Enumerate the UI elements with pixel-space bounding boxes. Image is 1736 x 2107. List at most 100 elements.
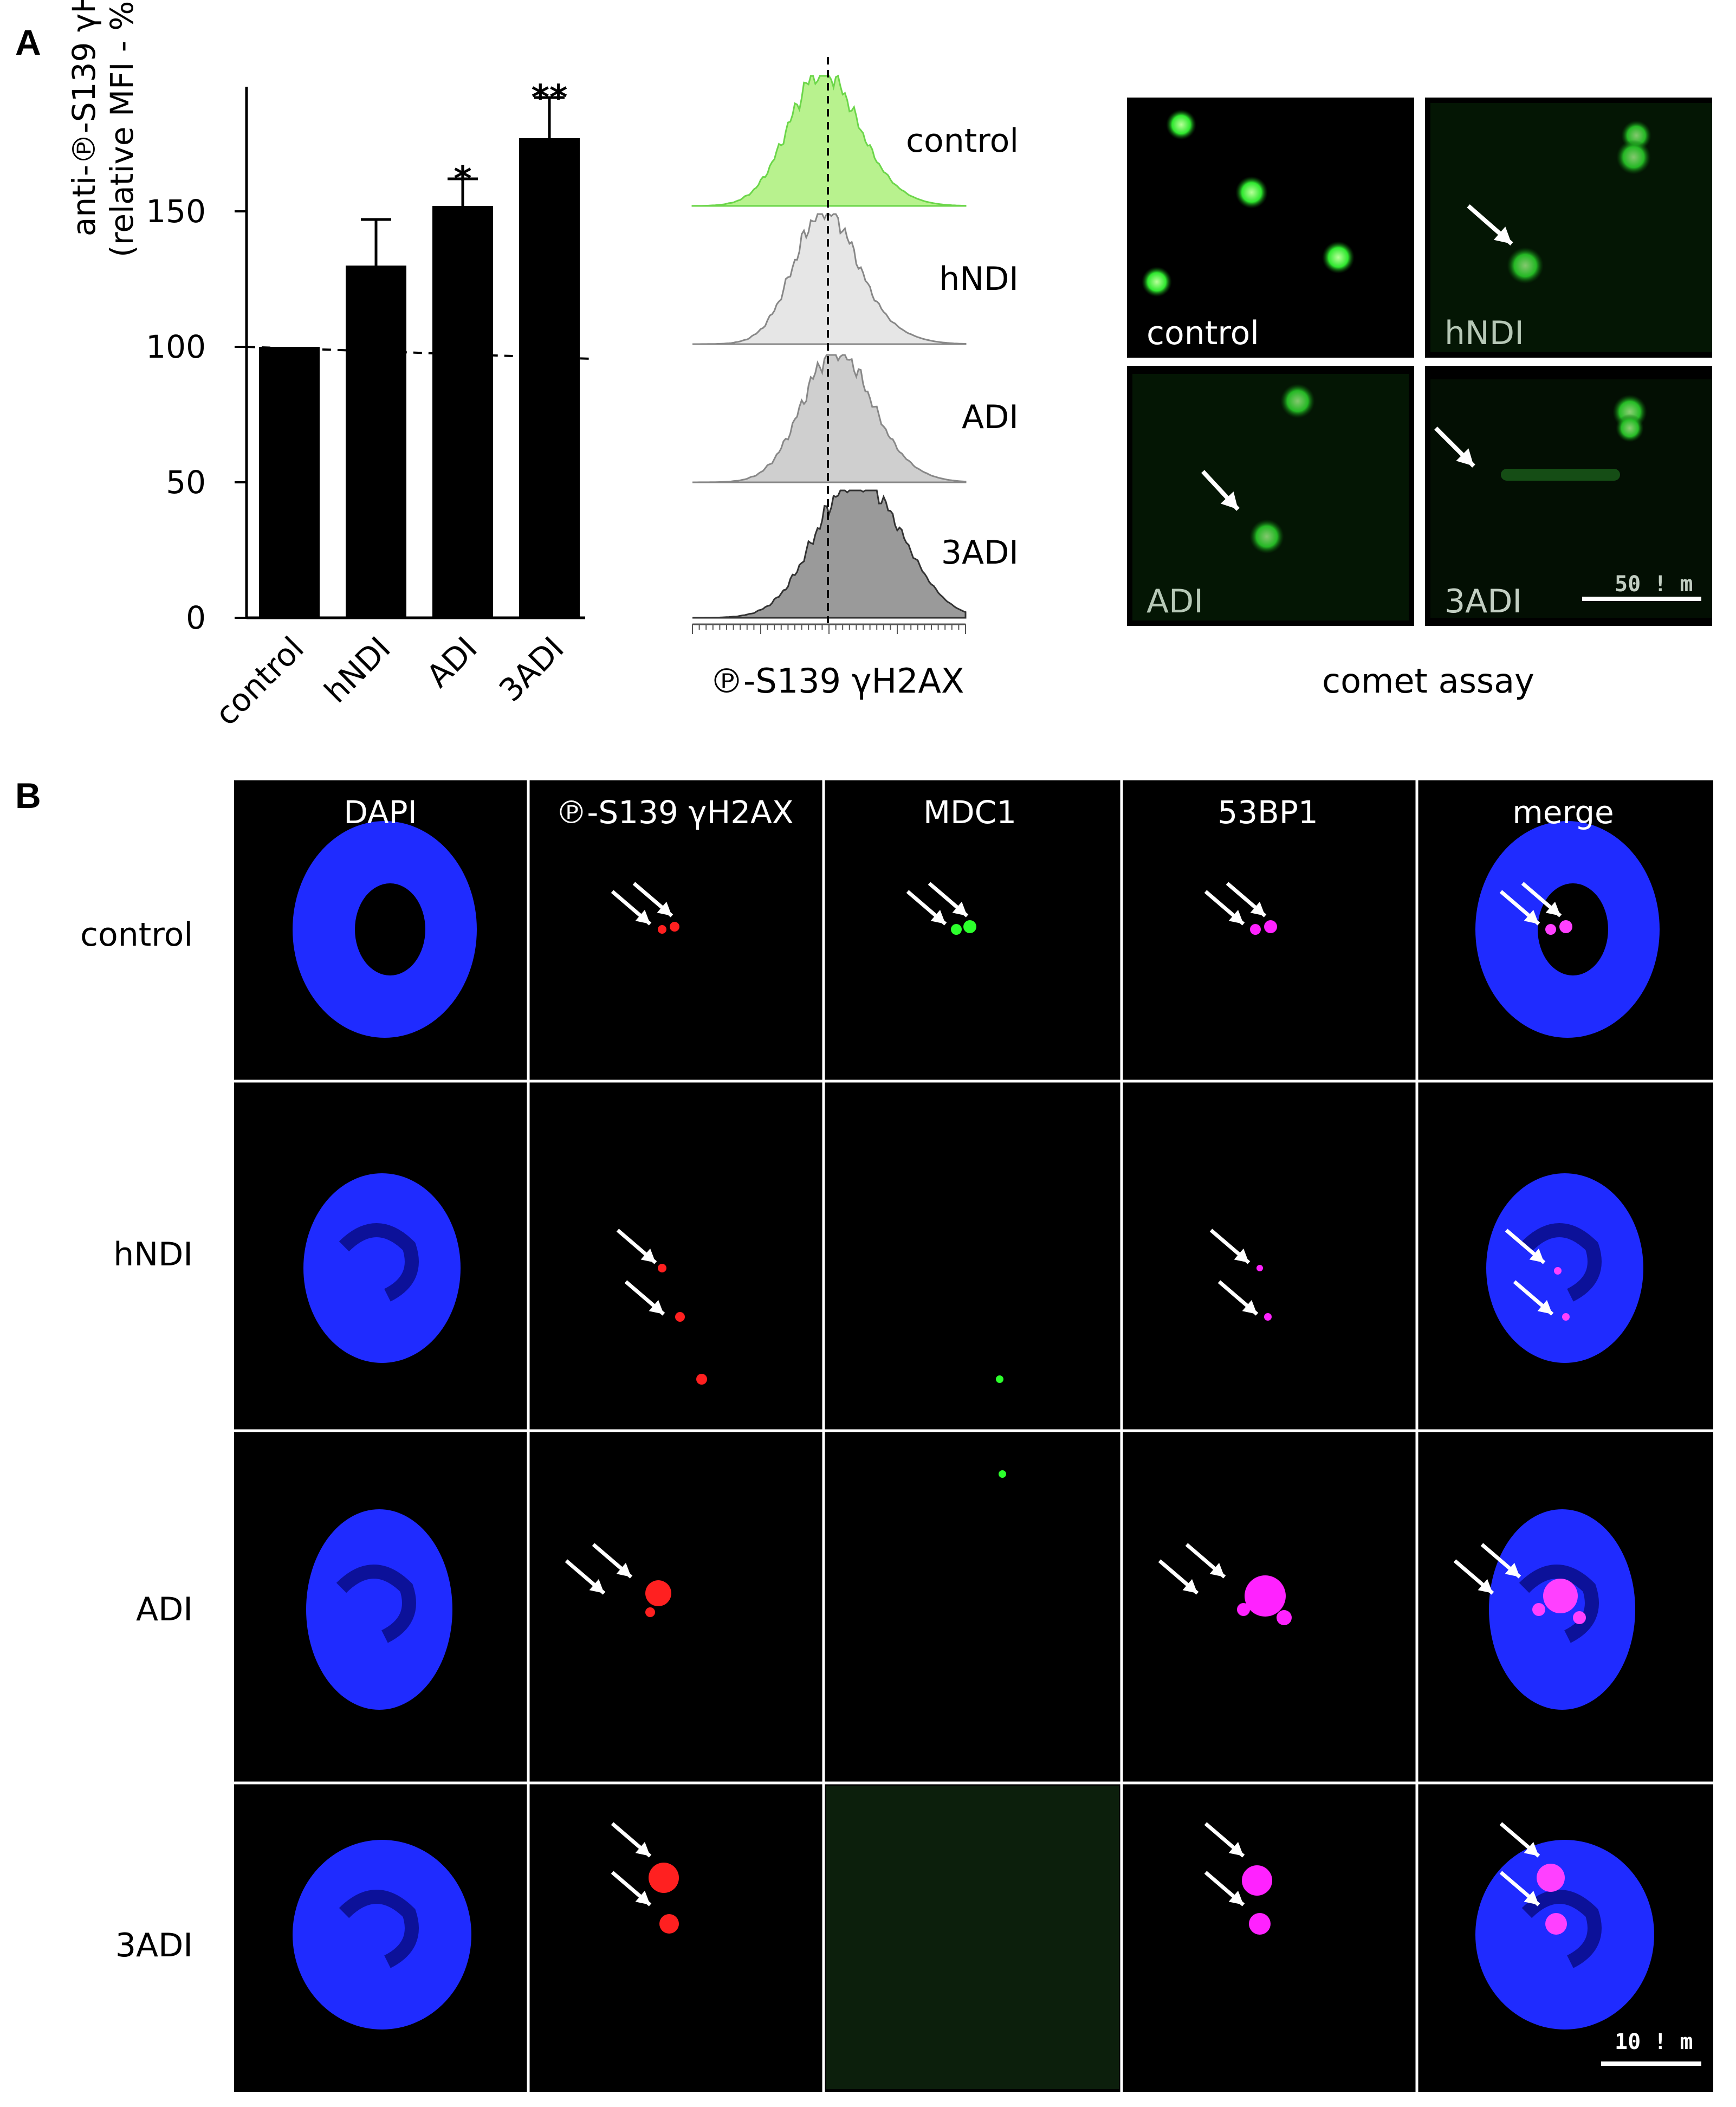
column-header-dapi: DAPI: [344, 794, 417, 831]
focus-spot: [963, 920, 976, 933]
cell-nucleus: [1322, 241, 1355, 274]
cell-nucleus: [1235, 176, 1268, 209]
arrow-head: [649, 1300, 664, 1314]
y-tick-label: 100: [146, 328, 206, 365]
comet-tile-adi: ADI: [1127, 366, 1414, 626]
arrow-head: [1209, 1562, 1225, 1577]
focus-spot: [659, 1914, 679, 1934]
focus-spot: [1249, 1913, 1271, 1935]
arrow-head: [1478, 1579, 1493, 1593]
significance-label: **: [532, 78, 568, 118]
focus-spot: [1242, 1865, 1272, 1896]
tile-tint: [1430, 103, 1712, 352]
cell-nucleus: [1616, 140, 1651, 174]
focus-spot: [1237, 1603, 1250, 1616]
reference-line: [246, 346, 591, 360]
arrow-head: [635, 909, 650, 924]
focus-spot: [645, 1607, 655, 1617]
dapi-nucleus: [303, 1173, 461, 1363]
focus-spot: [675, 1312, 685, 1322]
arrow-head: [1182, 1579, 1197, 1593]
cell-nucleus: [1142, 267, 1172, 297]
cell-nucleus: [1507, 247, 1544, 284]
focus-spot: [1562, 1313, 1570, 1321]
focus-spot: [1245, 1575, 1286, 1617]
focus-spot: [1250, 924, 1261, 935]
focus-spot: [1537, 1864, 1565, 1892]
arrow-head: [1537, 1300, 1552, 1314]
comet-tail: [1501, 469, 1620, 481]
comet-tile-3adi: 3ADI 50 ! m: [1425, 366, 1712, 626]
focus-spot: [1573, 1611, 1586, 1624]
dapi-nucleus: [306, 1509, 452, 1710]
micro-scale-label: 10 ! m: [1615, 2030, 1693, 2054]
tile-tint: [1430, 379, 1712, 618]
focus-spot: [658, 1264, 666, 1272]
flow-histograms: control hNDI ADI 3ADI: [691, 57, 1019, 634]
arrow-head: [1524, 1841, 1539, 1856]
cell-nucleus: [1249, 519, 1284, 554]
arrow-head: [1456, 448, 1474, 466]
row-header-control: control: [80, 916, 193, 954]
focus-spot: [1559, 920, 1572, 933]
focus-spot: [996, 1375, 1003, 1383]
focus-spot: [1264, 1313, 1272, 1321]
panel-b-letter: B: [15, 775, 41, 816]
comet-tile-label: control: [1146, 314, 1259, 352]
mdc1-3adi-background: [826, 1786, 1119, 2089]
focus-spot: [999, 1470, 1006, 1478]
histogram-label: 3ADI: [941, 534, 1019, 572]
arrow-head: [952, 901, 967, 916]
panel-a-letter: A: [15, 22, 41, 62]
column-header-mdc1: MDC1: [923, 794, 1017, 831]
arrow-head: [1228, 1841, 1243, 1856]
nucleus-texture: [339, 1223, 419, 1302]
comet-tile-control: control: [1127, 98, 1414, 358]
comet-tile-label: hNDI: [1444, 314, 1524, 352]
histogram-label: control: [906, 122, 1019, 160]
y-tick-label: 150: [146, 193, 206, 230]
column-header-gh2ax: ℗-S139 γH2AX: [555, 794, 794, 831]
arrow-head: [1493, 227, 1512, 244]
arrow-head: [930, 909, 945, 924]
row-header-3adi: 3ADI: [115, 1927, 193, 1964]
arrow-head: [1220, 492, 1238, 509]
cell-nucleus: [1280, 384, 1315, 418]
comet-scale-label: 50 ! m: [1615, 572, 1693, 597]
nucleus-cavity: [355, 883, 425, 975]
merge-nucleus: [1486, 1173, 1643, 1363]
significance-label: *: [454, 159, 471, 199]
comet-overlay: [1132, 103, 1712, 621]
arrow-head: [1228, 909, 1243, 924]
focus-spot: [1532, 1603, 1545, 1616]
focus-spot: [645, 1580, 671, 1606]
focus-spot: [1264, 920, 1277, 933]
focus-spot: [1277, 1610, 1292, 1625]
row-header-adi: ADI: [136, 1591, 193, 1628]
row-header-hndi: hNDI: [113, 1236, 193, 1274]
y-tick-label: 0: [186, 599, 206, 636]
bar: [259, 347, 320, 618]
bar: [519, 138, 580, 618]
histogram-ADI: [692, 354, 967, 483]
focus-spot: [1543, 1579, 1578, 1613]
histogram-label: ADI: [962, 398, 1019, 436]
comet-tile-label: ADI: [1146, 583, 1203, 621]
arrow-head: [616, 1562, 631, 1577]
bar: [346, 266, 406, 618]
histogram-label: hNDI: [939, 260, 1019, 298]
tile-tint: [1132, 374, 1409, 621]
focus-spot: [1256, 1265, 1263, 1271]
nucleus-texture: [1519, 1565, 1599, 1643]
focus-spot: [696, 1374, 707, 1385]
arrow-head: [1242, 1300, 1257, 1314]
focus-spot: [951, 924, 962, 935]
comet-tile-hndi: hNDI: [1425, 98, 1712, 358]
bar: [432, 206, 493, 618]
nucleus-texture: [339, 1890, 419, 1968]
arrow-head: [1529, 1248, 1544, 1263]
arrow-head: [635, 1890, 650, 1905]
arrow-head: [1250, 901, 1265, 916]
